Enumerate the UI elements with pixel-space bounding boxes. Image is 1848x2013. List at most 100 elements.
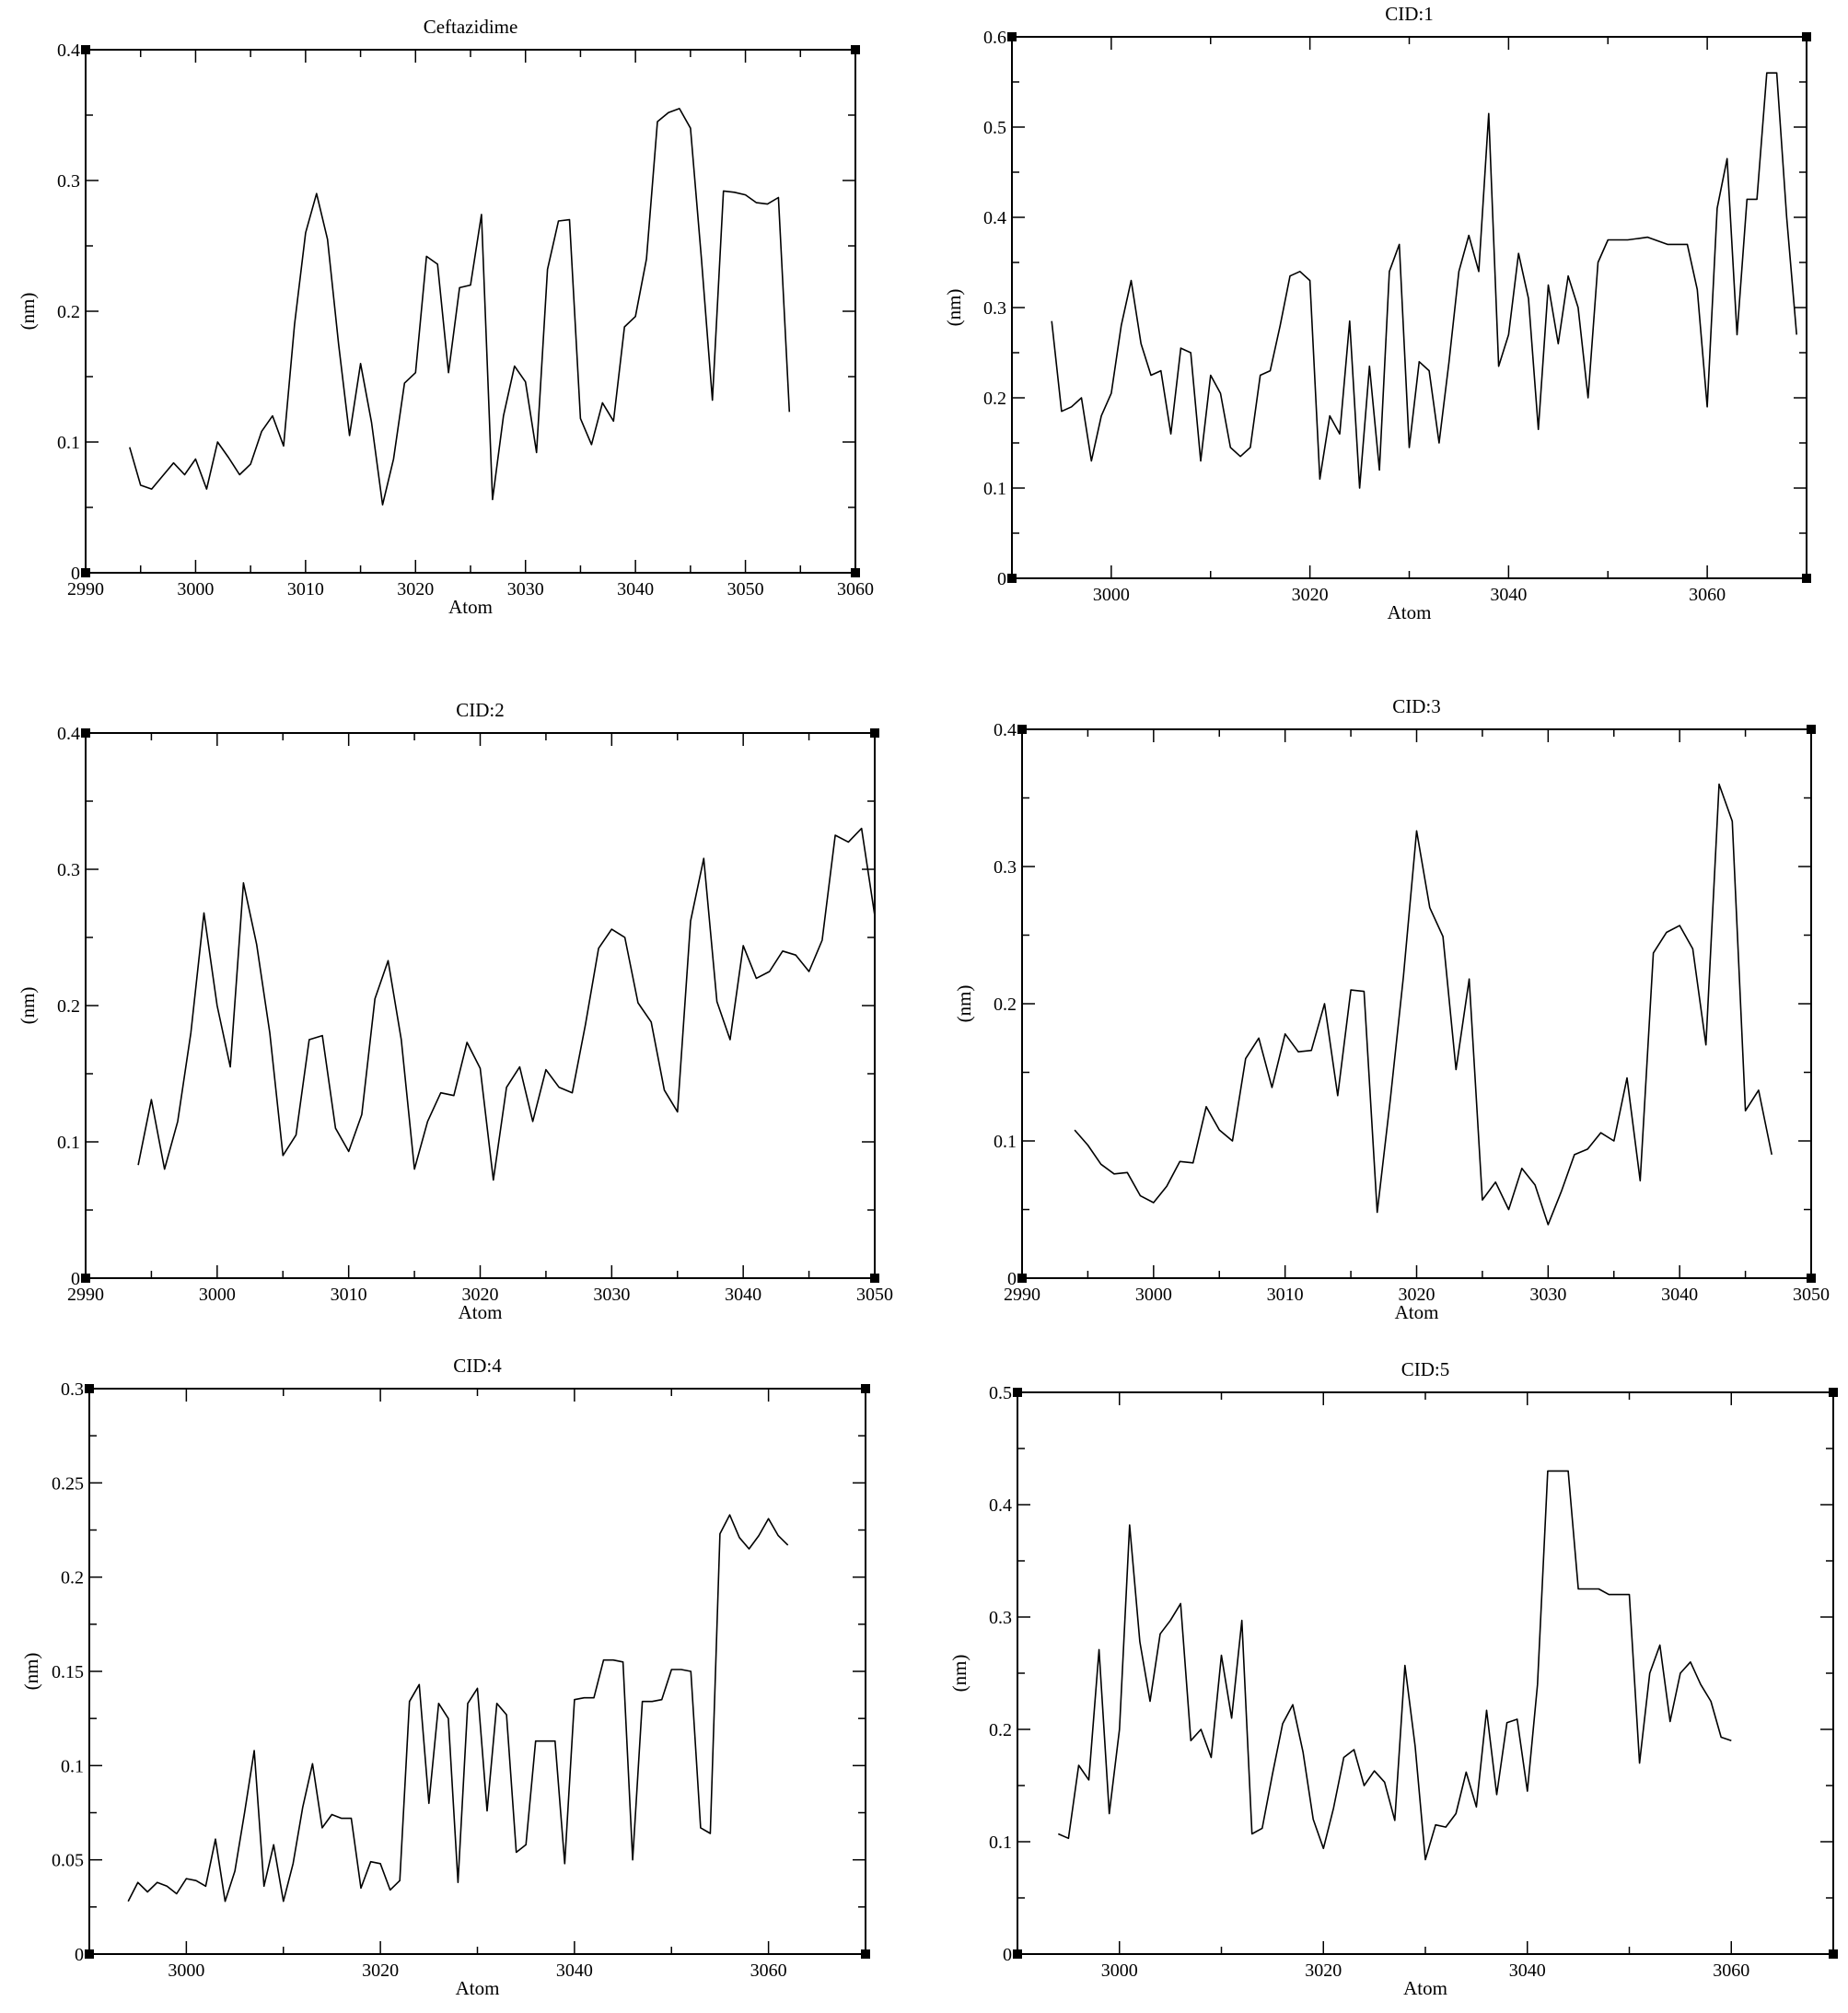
chart-panel-5: 3000 3020 3040 3060 0 0.05 0.1 0.15 0.2 0.25 0.3 CI… bbox=[20, 1355, 870, 1999]
x-tick-label: 3050 bbox=[856, 1285, 893, 1305]
x-tick-label: 3060 bbox=[750, 1961, 787, 1981]
y-axis-label: (nm) bbox=[20, 1653, 42, 1691]
x-axis-label: Atom bbox=[448, 596, 493, 618]
x-tick-label: 3050 bbox=[1793, 1285, 1830, 1305]
x-axis-label: Atom bbox=[459, 1301, 503, 1323]
y-tick-label: 0 bbox=[997, 569, 1006, 589]
x-tick-label: 3040 bbox=[556, 1961, 593, 1981]
chart-title: CID:1 bbox=[1385, 3, 1434, 25]
y-tick-label: 0.3 bbox=[994, 857, 1017, 878]
y-axis-label: (nm) bbox=[953, 985, 975, 1023]
series-line bbox=[137, 827, 876, 1181]
x-tick-label: 2990 bbox=[1004, 1285, 1040, 1305]
x-tick-label: 3040 bbox=[725, 1285, 761, 1305]
x-axis-label: Atom bbox=[456, 1977, 500, 1999]
y-tick-label: 0.3 bbox=[989, 1608, 1012, 1628]
y-tick-label: 0 bbox=[1007, 1269, 1017, 1289]
x-tick-label: 3030 bbox=[507, 579, 544, 599]
series-line bbox=[1051, 72, 1797, 489]
y-axis-label: (nm) bbox=[17, 293, 39, 331]
x-tick-label: 3000 bbox=[1101, 1961, 1138, 1981]
y-tick-label: 0.3 bbox=[57, 860, 80, 880]
y-tick-label: 0.2 bbox=[57, 996, 80, 1017]
x-tick-label: 3020 bbox=[397, 579, 434, 599]
y-tick-label: 0.2 bbox=[983, 389, 1006, 409]
y-tick-label: 0 bbox=[75, 1945, 84, 1965]
y-tick-label: 0.1 bbox=[61, 1756, 84, 1776]
x-tick-label: 3050 bbox=[727, 579, 764, 599]
y-tick-label: 0.1 bbox=[57, 1133, 80, 1153]
y-tick-label: 0.4 bbox=[994, 720, 1017, 740]
y-tick-label: 0.25 bbox=[52, 1473, 84, 1494]
series-line bbox=[127, 1514, 789, 1902]
x-tick-label: 3000 bbox=[1135, 1285, 1172, 1305]
chart-title: CID:4 bbox=[453, 1355, 502, 1377]
x-tick-label: 3000 bbox=[199, 1285, 236, 1305]
y-tick-label: 0.1 bbox=[989, 1833, 1012, 1853]
chart-panel-1: 2990 3000 3010 3020 3030 3040 3050 3060 0 0.1 0.2 0… bbox=[17, 16, 874, 618]
x-axis-label: Atom bbox=[1388, 601, 1432, 623]
chart-title: Ceftazidime bbox=[424, 16, 518, 38]
chart-panel-2: 3000 3020 3040 3060 0 0.1 0.2 0.3 0.4 0.5 0.6 CID:1… bbox=[943, 3, 1811, 623]
series-line bbox=[129, 108, 791, 506]
x-tick-label: 3020 bbox=[1292, 585, 1329, 605]
y-tick-label: 0 bbox=[71, 1269, 80, 1289]
x-tick-label: 2990 bbox=[67, 1285, 104, 1305]
y-tick-label: 0.2 bbox=[61, 1568, 84, 1588]
y-axis-label: (nm) bbox=[948, 1655, 970, 1693]
y-tick-label: 0.6 bbox=[983, 28, 1006, 48]
chart-panel-3: 2990 3000 3010 3020 3030 3040 3050 0 0.1 0.2 0.3 0.… bbox=[17, 699, 893, 1323]
chart-title: CID:5 bbox=[1401, 1358, 1450, 1380]
plot-frame bbox=[1017, 1391, 1834, 1955]
x-tick-label: 3040 bbox=[1490, 585, 1527, 605]
x-tick-label: 3060 bbox=[1689, 585, 1726, 605]
x-tick-label: 3040 bbox=[1661, 1285, 1698, 1305]
y-tick-label: 0.1 bbox=[57, 433, 80, 453]
chart-panel-4: 2990 3000 3010 3020 3030 3040 3050 0 0.1 0.2 0.3 0.… bbox=[953, 695, 1830, 1323]
x-tick-label: 3000 bbox=[177, 579, 214, 599]
x-axis-label: Atom bbox=[1395, 1301, 1439, 1323]
plot-frame bbox=[85, 49, 856, 574]
plot-frame bbox=[1011, 36, 1807, 579]
y-tick-label: 0.1 bbox=[983, 479, 1006, 499]
x-tick-label: 3020 bbox=[1399, 1285, 1435, 1305]
y-tick-label: 0.2 bbox=[994, 995, 1017, 1015]
x-tick-label: 2990 bbox=[67, 579, 104, 599]
x-tick-label: 3040 bbox=[1509, 1961, 1546, 1981]
x-tick-label: 3010 bbox=[287, 579, 324, 599]
x-tick-label: 3040 bbox=[617, 579, 654, 599]
x-tick-label: 3030 bbox=[593, 1285, 630, 1305]
chart-title: CID:3 bbox=[1392, 695, 1441, 717]
chart-title: CID:2 bbox=[456, 699, 505, 721]
y-tick-label: 0.4 bbox=[57, 41, 80, 61]
x-tick-label: 3020 bbox=[1305, 1961, 1342, 1981]
x-tick-label: 3020 bbox=[362, 1961, 399, 1981]
series-line bbox=[1057, 1470, 1732, 1861]
y-tick-label: 0 bbox=[71, 564, 80, 584]
y-tick-label: 0.05 bbox=[52, 1851, 84, 1871]
series-line bbox=[1074, 783, 1772, 1226]
y-tick-label: 0.1 bbox=[994, 1132, 1017, 1152]
y-tick-label: 0.5 bbox=[989, 1383, 1012, 1403]
x-tick-label: 3030 bbox=[1529, 1285, 1566, 1305]
y-axis-label: (nm) bbox=[17, 987, 39, 1025]
y-tick-label: 0 bbox=[1003, 1945, 1012, 1965]
chart-panel-6: 3000 3020 3040 3060 0 0.1 0.2 0.3 0.4 0.5 CID:5 Ato… bbox=[948, 1358, 1838, 1999]
x-tick-label: 3000 bbox=[168, 1961, 204, 1981]
y-tick-label: 0.5 bbox=[983, 118, 1006, 138]
x-tick-label: 3000 bbox=[1093, 585, 1130, 605]
x-axis-label: Atom bbox=[1403, 1977, 1447, 1999]
y-tick-label: 0.4 bbox=[989, 1495, 1012, 1516]
plot-frame bbox=[85, 732, 876, 1279]
y-axis-label: (nm) bbox=[943, 289, 965, 327]
y-tick-label: 0.2 bbox=[57, 302, 80, 322]
y-tick-label: 0.4 bbox=[983, 208, 1006, 228]
y-tick-label: 0.15 bbox=[52, 1662, 84, 1682]
y-tick-label: 0.3 bbox=[57, 171, 80, 192]
y-tick-label: 0.3 bbox=[61, 1379, 84, 1400]
y-tick-label: 0.2 bbox=[989, 1720, 1012, 1740]
x-tick-label: 3010 bbox=[1267, 1285, 1304, 1305]
x-tick-label: 3010 bbox=[331, 1285, 367, 1305]
x-tick-label: 3060 bbox=[1713, 1961, 1749, 1981]
